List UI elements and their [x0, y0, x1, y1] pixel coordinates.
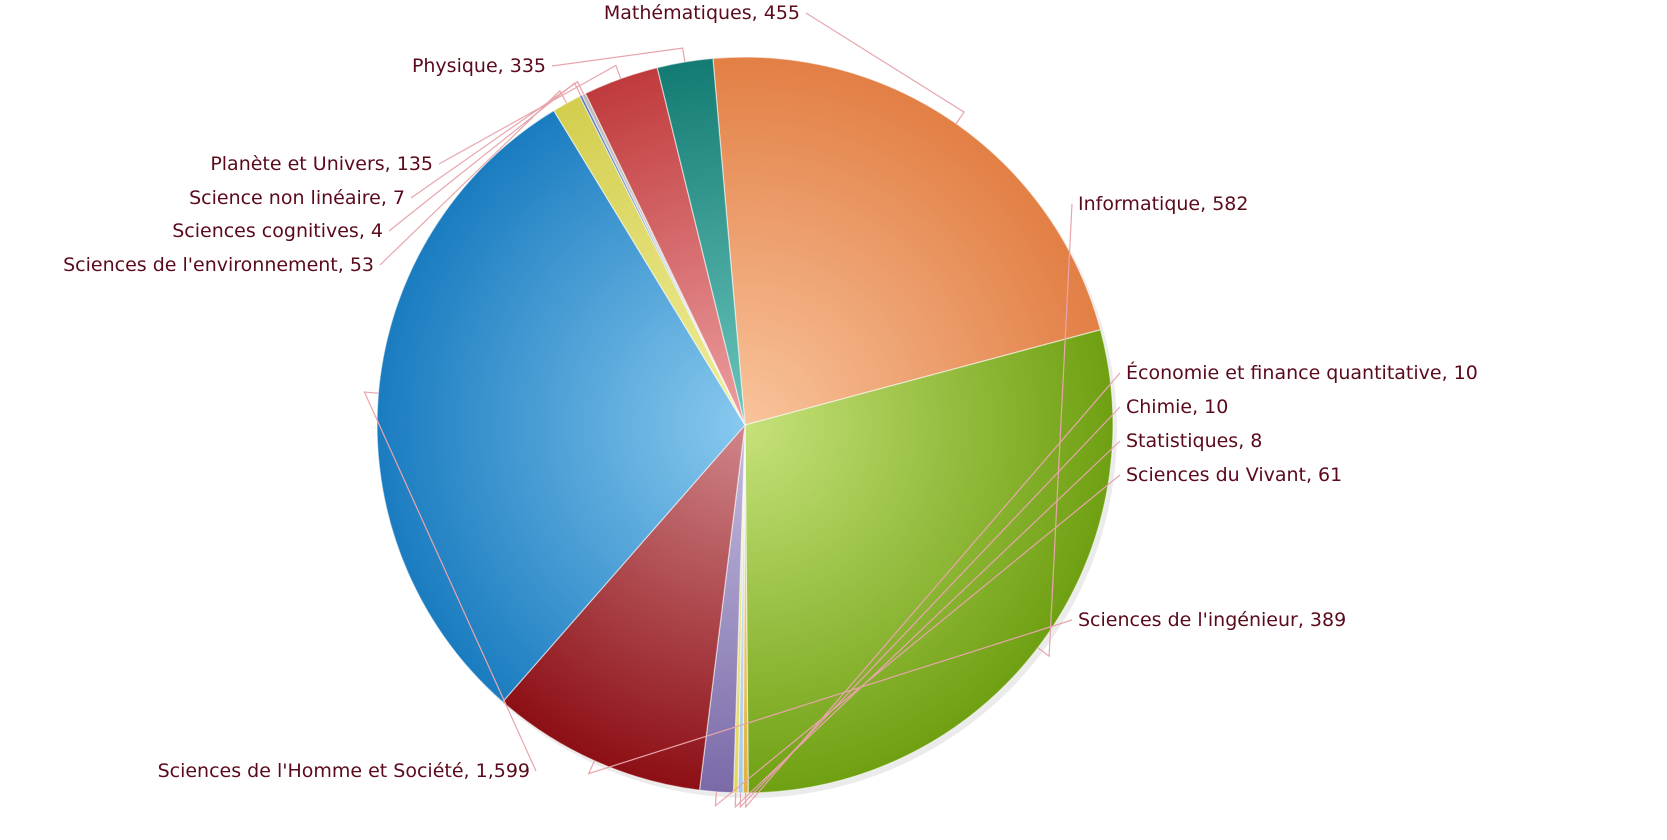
data-label: Sciences de l'Homme et Société, 1,599 [158, 760, 530, 782]
data-label: Sciences cognitives, 4 [172, 220, 383, 242]
data-label: Informatique, 582 [1078, 193, 1248, 215]
leader-line [714, 474, 1121, 808]
pie-slices [376, 56, 1117, 798]
label-leader-lines [363, 12, 1121, 809]
pie-slice-math-matiques[interactable] [712, 56, 1102, 426]
data-label: Sciences du Vivant, 61 [1126, 464, 1342, 486]
data-label: Sciences de l'ingénieur, 389 [1078, 609, 1346, 631]
leader-line [805, 12, 965, 124]
leader-line [551, 47, 686, 67]
leader-line [379, 89, 568, 266]
data-label: Science non linéaire, 7 [189, 187, 405, 209]
leader-line [438, 64, 622, 165]
data-label: Statistiques, 8 [1126, 430, 1262, 452]
data-label: Économie et finance quantitative, 10 [1126, 361, 1478, 384]
data-label: Chimie, 10 [1126, 396, 1228, 418]
leader-line [587, 619, 1073, 775]
leader-line [739, 406, 1121, 809]
leader-line [1037, 203, 1073, 658]
data-label: Physique, 335 [412, 55, 546, 77]
pie-slice-sciences-de-l-ing-nieur[interactable] [501, 423, 746, 791]
leader-line [410, 80, 585, 199]
leader-line [734, 440, 1121, 809]
data-label: Planète et Univers, 135 [210, 153, 433, 175]
leader-line [363, 391, 537, 772]
data-labels: Mathématiques, 455 Informatique, 582 Écono… [63, 2, 1478, 782]
data-label: Mathématiques, 455 [604, 2, 800, 24]
pie-slice-physique[interactable] [656, 57, 746, 426]
data-label: Sciences de l'environnement, 53 [63, 254, 374, 276]
